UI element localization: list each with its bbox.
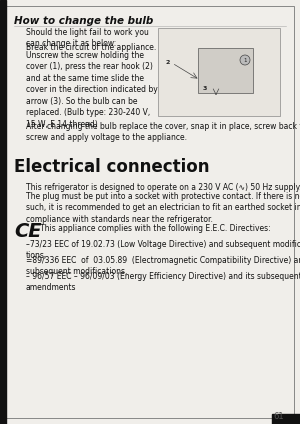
Text: 3: 3 xyxy=(203,86,207,90)
Circle shape xyxy=(240,55,250,65)
Text: This appliance complies with the following E.E.C. Directives:: This appliance complies with the followi… xyxy=(40,224,271,233)
Text: How to change the bulb: How to change the bulb xyxy=(14,16,153,26)
Text: The plug must be put into a socket with protective contact. If there is no
such,: The plug must be put into a socket with … xyxy=(26,192,300,224)
Bar xyxy=(0,0,6,424)
Text: After changing the bulb replace the cover, snap it in place, screw back the
scre: After changing the bulb replace the cove… xyxy=(26,122,300,142)
Bar xyxy=(158,28,280,116)
Text: –73/23 EEC of 19.02.73 (Low Voltage Directive) and subsequent modifica-
tions,: –73/23 EEC of 19.02.73 (Low Voltage Dire… xyxy=(26,240,300,260)
Text: 61: 61 xyxy=(273,412,284,421)
Text: CE: CE xyxy=(14,222,42,241)
Text: Should the light fail to work you
can change it as below:: Should the light fail to work you can ch… xyxy=(26,28,149,48)
Text: This refrigerator is designed to operate on a 230 V AC (∿) 50 Hz supply.: This refrigerator is designed to operate… xyxy=(26,183,300,192)
Text: Break the circuit of the appliance.: Break the circuit of the appliance. xyxy=(26,43,156,52)
Text: =89/336 EEC  of  03.05.89  (Electromagnetic Compatibility Directive) and
subsequ: =89/336 EEC of 03.05.89 (Electromagnetic… xyxy=(26,256,300,276)
Text: Electrical connection: Electrical connection xyxy=(14,158,209,176)
Bar xyxy=(272,414,300,424)
Text: 2: 2 xyxy=(166,61,170,65)
Text: Unscrew the screw holding the
cover (1), press the rear hook (2)
and at the same: Unscrew the screw holding the cover (1),… xyxy=(26,51,158,129)
Text: 1: 1 xyxy=(243,58,247,62)
Bar xyxy=(198,48,253,93)
Text: – 96/57 EEC – 96/09/03 (Energy Efficiency Directive) and its subsequent
amendmen: – 96/57 EEC – 96/09/03 (Energy Efficienc… xyxy=(26,272,300,293)
